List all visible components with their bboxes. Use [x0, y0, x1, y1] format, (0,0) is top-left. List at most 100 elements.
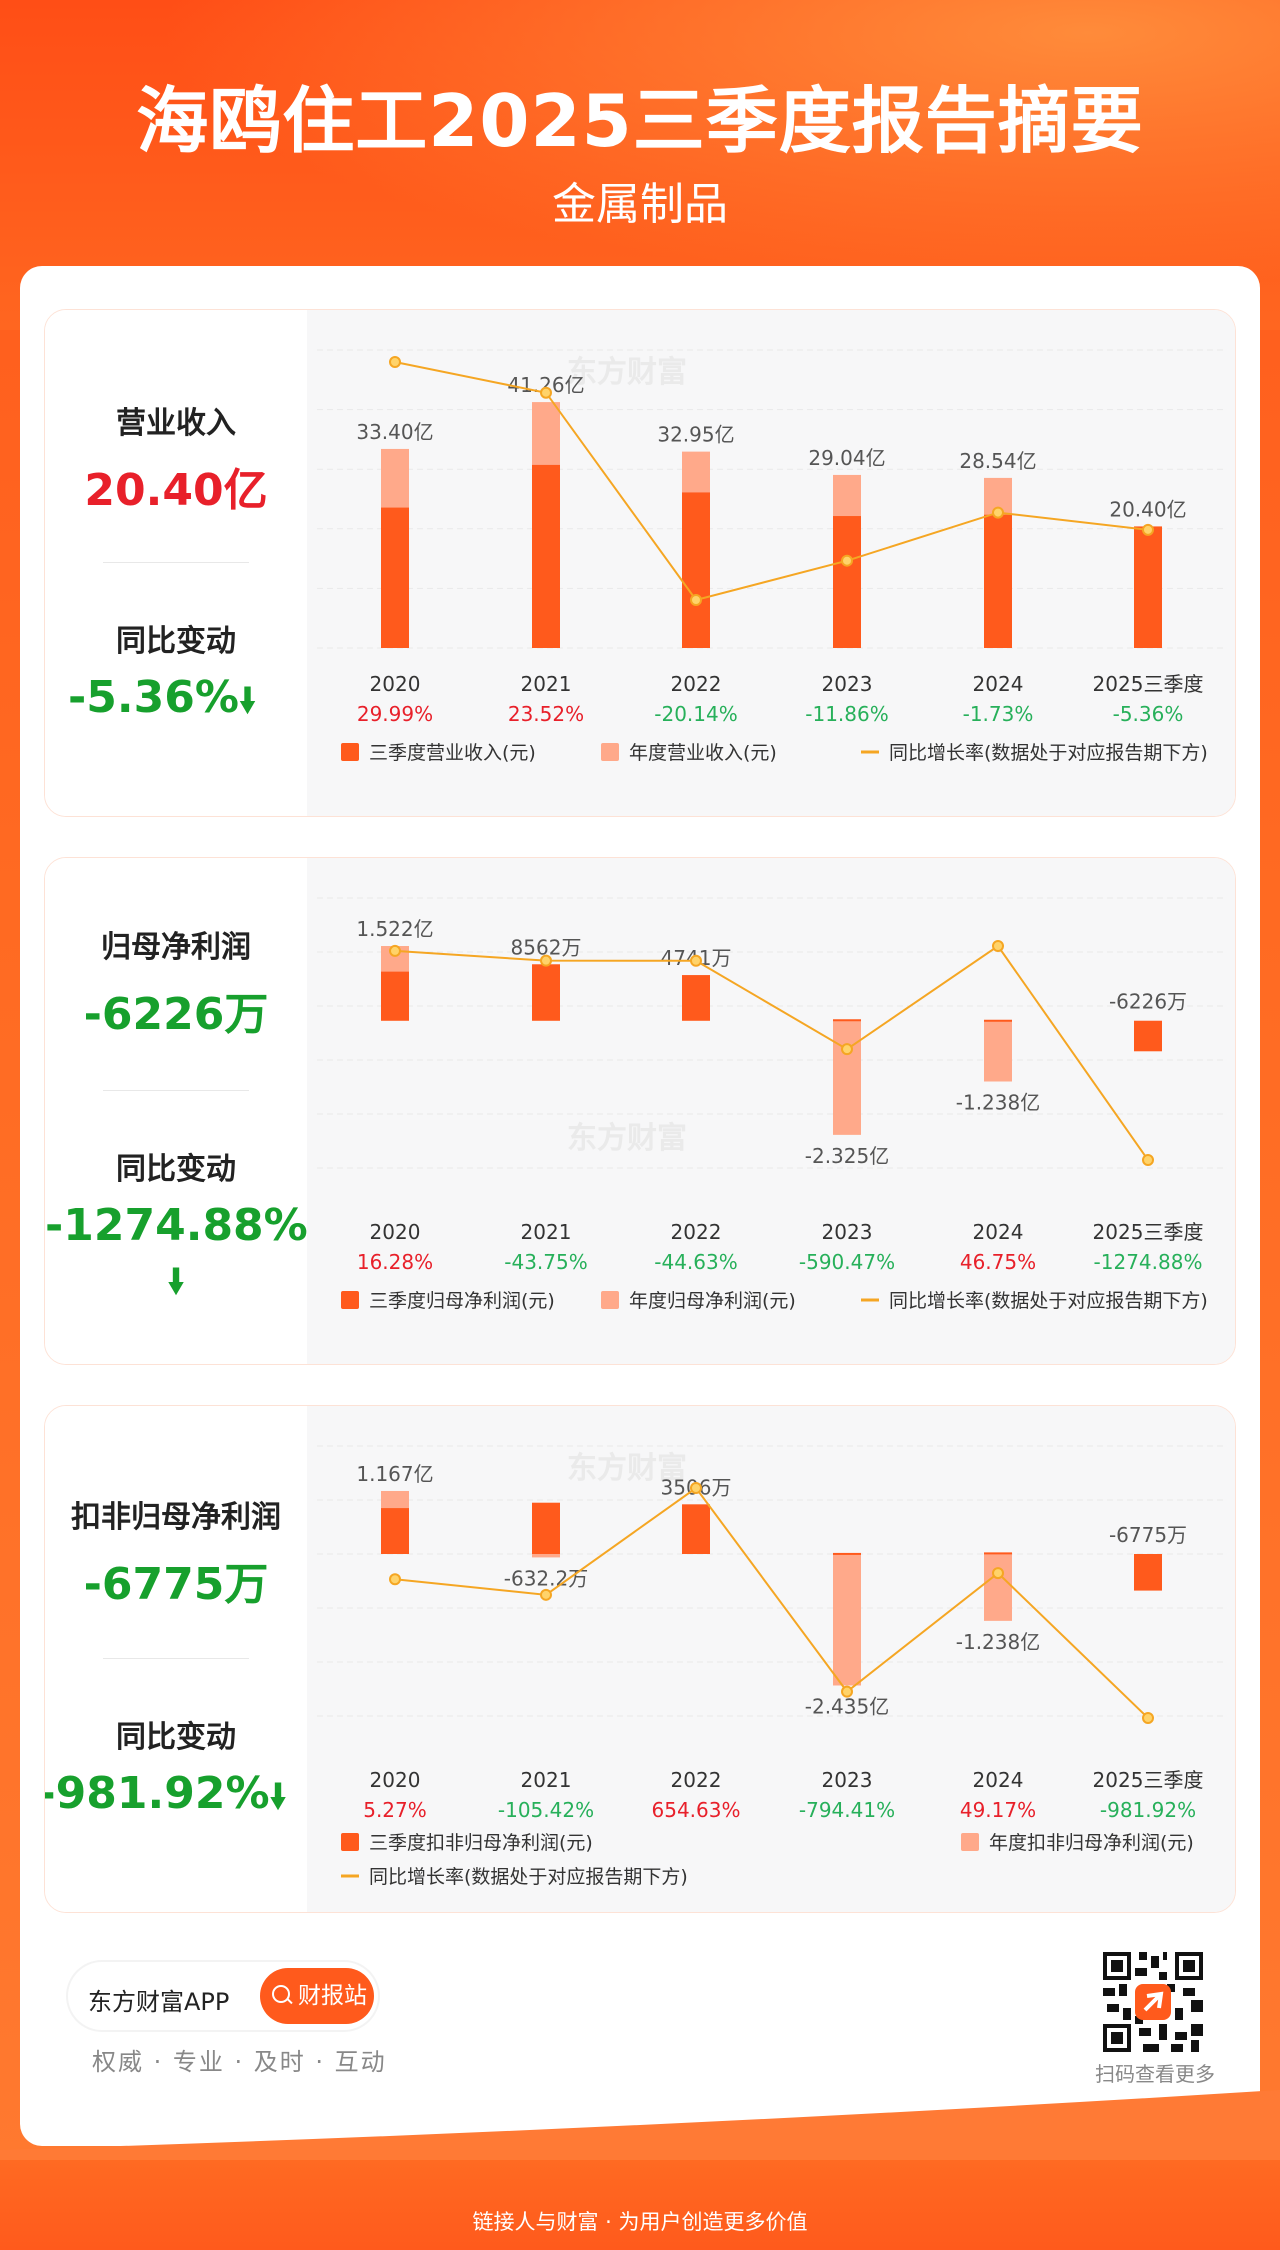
growth-point — [540, 386, 552, 399]
x-tick-label: 2021 — [521, 1220, 572, 1244]
x-tick-label: 2023 — [822, 1768, 873, 1792]
legend-swatch — [961, 1833, 979, 1851]
legend-swatch — [341, 743, 359, 761]
q3-bar — [1134, 1020, 1162, 1052]
page-subtitle: 金属制品 — [552, 179, 728, 230]
chart-panel — [307, 310, 1235, 816]
change-label: 同比变动 — [116, 1152, 236, 1187]
legend-label: 同比增长率(数据处于对应报告期下方) — [369, 1866, 688, 1888]
legend-swatch — [601, 1291, 619, 1309]
growth-point — [992, 940, 1004, 952]
q3-bar — [833, 1019, 861, 1022]
x-tick-label: 2024 — [973, 1768, 1024, 1792]
growth-point — [690, 954, 702, 967]
growth-label: -20.14% — [654, 702, 737, 726]
q3-bar — [682, 1504, 710, 1554]
growth-label: 46.75% — [960, 1250, 1036, 1274]
legend-label: 三季度扣非归母净利润(元) — [369, 1832, 593, 1854]
growth-point — [389, 356, 401, 368]
growth-point — [540, 954, 552, 967]
x-tick-label: 2020 — [370, 1768, 421, 1792]
legend-label: 年度归母净利润(元) — [629, 1290, 796, 1312]
x-tick-label: 2022 — [671, 1768, 722, 1792]
q3-bar — [984, 1552, 1012, 1555]
growth-label: 654.63% — [652, 1798, 741, 1822]
growth-label: -981.92% — [1100, 1798, 1196, 1822]
x-tick-label: 2025三季度 — [1093, 672, 1204, 696]
metric-label: 扣非归母净利润 — [71, 1500, 281, 1535]
q3-bar — [532, 1502, 560, 1554]
x-tick-label: 2025三季度 — [1093, 1768, 1204, 1792]
growth-point — [841, 1043, 853, 1056]
growth-point — [841, 1685, 853, 1698]
x-tick-label: 2021 — [521, 1768, 572, 1792]
metric-label: 归母净利润 — [101, 930, 251, 965]
report-station-label: 财报站 — [298, 1983, 367, 2009]
arrow-down-icon: 🠛 — [167, 1262, 185, 1302]
divider — [103, 1658, 249, 1659]
bar-value-label: 1.522亿 — [356, 917, 433, 941]
x-tick-label: 2021 — [521, 672, 572, 696]
metric-value: -6226万 — [83, 989, 269, 1040]
app-search-pill[interactable]: 东方财富APP 财报站 — [68, 1962, 378, 2030]
arrow-down-icon: 🠛 — [269, 1777, 287, 1817]
q3-bar — [532, 964, 560, 1021]
growth-point — [1142, 523, 1154, 536]
net-profit-section: 归母净利润 -6226万 同比变动 -1274.88% 🠛 东方财富 1.522亿… — [44, 857, 1236, 1365]
change-label: 同比变动 — [116, 1720, 236, 1755]
bottom-band — [0, 2160, 1280, 2250]
bar-value-label: -6775万 — [1109, 1523, 1187, 1547]
qr-code-icon[interactable] — [1103, 1952, 1203, 2052]
q3-bar — [381, 1508, 409, 1554]
growth-label: -590.47% — [799, 1250, 895, 1274]
growth-point — [389, 1573, 401, 1586]
legend-label: 三季度营业收入(元) — [369, 742, 536, 764]
x-tick-label: 2023 — [822, 672, 873, 696]
watermark: 东方财富 — [567, 355, 687, 390]
revenue-summary: 营业收入 20.40亿 同比变动 -5.36%🠛 — [45, 310, 307, 816]
legend-label: 同比增长率(数据处于对应报告期下方) — [889, 1290, 1208, 1312]
x-tick-label: 2023 — [822, 1220, 873, 1244]
bar-value-label: 20.40亿 — [1109, 497, 1186, 521]
x-tick-label: 2024 — [973, 1220, 1024, 1244]
chart-panel — [307, 1406, 1235, 1912]
growth-label: 49.17% — [960, 1798, 1036, 1822]
growth-label: 29.99% — [357, 702, 433, 726]
x-tick-label: 2024 — [973, 672, 1024, 696]
bar-value-label: -1.238亿 — [956, 1630, 1040, 1654]
deducted-profit-summary: 扣非归母净利润 -6775万 同比变动 -981.92%🠛 — [45, 1406, 307, 1912]
growth-label: -5.36% — [1113, 702, 1184, 726]
q3-bar — [1134, 526, 1162, 648]
legend-swatch — [601, 743, 619, 761]
search-icon — [272, 1985, 290, 2003]
annual-bar — [984, 1020, 1012, 1082]
growth-point — [992, 506, 1004, 519]
q3-bar — [381, 971, 409, 1021]
watermark: 东方财富 — [567, 1121, 687, 1156]
growth-label: -1274.88% — [1094, 1250, 1203, 1274]
bar-value-label: 33.40亿 — [356, 420, 433, 444]
change-value-text: -5.36% — [68, 672, 239, 723]
bar-value-label: 1.167亿 — [356, 1462, 433, 1486]
report-station-button[interactable]: 财报站 — [260, 1968, 374, 2024]
legend-label: 同比增长率(数据处于对应报告期下方) — [889, 742, 1208, 764]
watermark: 东方财富 — [567, 1451, 687, 1486]
q3-bar — [381, 507, 409, 648]
app-name: 东方财富APP — [88, 1988, 230, 2016]
qr-caption: 扫码查看更多 — [1095, 2062, 1215, 2086]
divider — [103, 562, 249, 563]
x-tick-label: 2025三季度 — [1093, 1220, 1204, 1244]
legend-label: 三季度归母净利润(元) — [369, 1290, 555, 1312]
q3-bar — [682, 492, 710, 648]
annual-bar — [833, 1554, 861, 1686]
change-value: -1274.88% — [45, 1200, 308, 1251]
annual-bar — [532, 1554, 560, 1558]
growth-label: -794.41% — [799, 1798, 895, 1822]
bottom-slogan: 链接人与财富 · 为用户创造更多价值 — [472, 2210, 808, 2234]
growth-label: 23.52% — [508, 702, 584, 726]
x-tick-label: 2020 — [370, 1220, 421, 1244]
change-value: -981.92%🠛 — [45, 1768, 293, 1830]
bar-value-label: 28.54亿 — [959, 449, 1036, 473]
growth-label: 16.28% — [357, 1250, 433, 1274]
